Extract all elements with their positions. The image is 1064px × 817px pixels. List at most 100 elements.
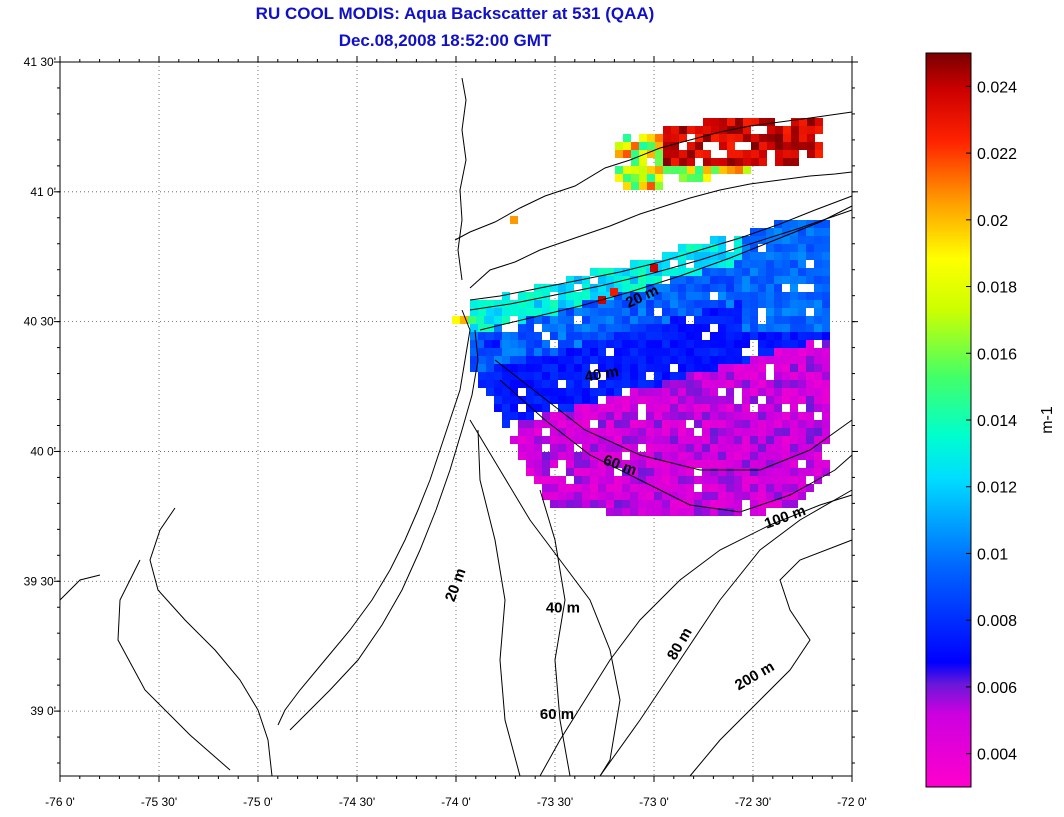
data-pixel <box>647 134 655 142</box>
data-pixel <box>734 300 742 308</box>
data-pixel <box>726 284 734 292</box>
connecticut-coast <box>454 111 853 241</box>
data-pixel <box>702 436 710 444</box>
data-pixel <box>814 332 822 340</box>
data-pixel <box>710 268 718 276</box>
data-pixel <box>806 276 814 284</box>
data-pixel <box>726 348 734 356</box>
data-pixel <box>734 412 742 420</box>
data-pixel <box>742 356 750 364</box>
data-pixel <box>766 476 774 484</box>
colorbar-tick-label: 0.004 <box>977 747 1017 764</box>
data-pixel <box>750 500 758 508</box>
data-pixel <box>615 142 623 150</box>
data-pixel <box>670 404 678 412</box>
map-subtitle: Dec.08,2008 18:52:00 GMT <box>339 31 552 50</box>
data-pixel <box>750 380 758 388</box>
data-pixel <box>526 364 534 372</box>
data-pixel <box>518 444 526 452</box>
data-pixel <box>774 252 782 260</box>
data-pixel <box>822 236 830 244</box>
data-pixel <box>678 332 686 340</box>
data-pixel <box>702 404 710 412</box>
data-pixel <box>566 444 574 452</box>
data-pixel <box>766 484 774 492</box>
data-pixel <box>710 460 718 468</box>
data-pixel <box>622 380 630 388</box>
data-pixel <box>662 444 670 452</box>
data-pixel <box>694 324 702 332</box>
map-title: RU COOL MODIS: Aqua Backscatter at 531 (… <box>256 4 655 23</box>
data-pixel <box>726 388 734 396</box>
data-pixel <box>566 284 574 292</box>
data-pixel <box>814 444 822 452</box>
data-pixel <box>526 292 534 300</box>
data-pixel <box>614 452 622 460</box>
data-pixel <box>782 444 790 452</box>
data-pixel <box>630 428 638 436</box>
y-tick-label: 40 30' <box>24 315 56 329</box>
data-pixel <box>631 158 639 166</box>
data-pixel <box>534 428 542 436</box>
data-pixel <box>686 428 694 436</box>
hudson-river <box>457 77 467 281</box>
data-pixel <box>766 492 774 500</box>
data-pixel <box>790 332 798 340</box>
data-pixel <box>727 134 735 142</box>
data-pixel <box>718 324 726 332</box>
data-pixel <box>822 364 830 372</box>
data-pixel <box>726 452 734 460</box>
data-pixel <box>582 500 590 508</box>
data-pixel <box>494 364 502 372</box>
data-pixel <box>622 460 630 468</box>
data-pixel <box>702 380 710 388</box>
data-pixel <box>614 388 622 396</box>
data-pixel <box>638 308 646 316</box>
data-pixel <box>615 174 623 182</box>
data-pixel <box>630 484 638 492</box>
data-pixel <box>710 236 718 244</box>
data-pixel <box>550 500 558 508</box>
data-pixel <box>526 460 534 468</box>
data-pixel <box>614 396 622 404</box>
data-pixel <box>798 468 806 476</box>
data-pixel <box>550 316 558 324</box>
data-pixel <box>822 324 830 332</box>
data-pixel <box>510 332 518 340</box>
data-pixel <box>646 428 654 436</box>
data-pixel <box>598 412 606 420</box>
data-pixel <box>526 420 534 428</box>
data-pixel <box>742 276 750 284</box>
data-pixel <box>662 460 670 468</box>
data-pixel <box>670 412 678 420</box>
data-pixel <box>550 356 558 364</box>
data-pixel <box>774 436 782 444</box>
data-pixel <box>798 412 806 420</box>
data-pixel <box>782 476 790 484</box>
data-pixel <box>734 468 742 476</box>
data-pixel <box>630 404 638 412</box>
data-pixel <box>654 380 662 388</box>
data-pixel <box>566 292 574 300</box>
data-pixel <box>646 300 654 308</box>
data-pixel <box>486 316 494 324</box>
data-pixel <box>679 166 687 174</box>
data-pixel <box>654 444 662 452</box>
data-pixel <box>710 356 718 364</box>
data-pixel <box>638 396 646 404</box>
data-pixel <box>734 348 742 356</box>
data-pixel <box>646 340 654 348</box>
data-pixel <box>582 420 590 428</box>
data-pixel <box>574 460 582 468</box>
data-pixel <box>766 348 774 356</box>
data-pixel <box>759 134 767 142</box>
data-pixel <box>662 260 670 268</box>
data-pixel <box>695 174 703 182</box>
data-pixel <box>502 412 510 420</box>
data-pixel <box>639 182 647 190</box>
data-pixel <box>719 142 727 150</box>
data-pixel <box>558 340 566 348</box>
data-pixel <box>775 150 783 158</box>
data-pixel <box>750 300 758 308</box>
data-pixel <box>750 468 758 476</box>
